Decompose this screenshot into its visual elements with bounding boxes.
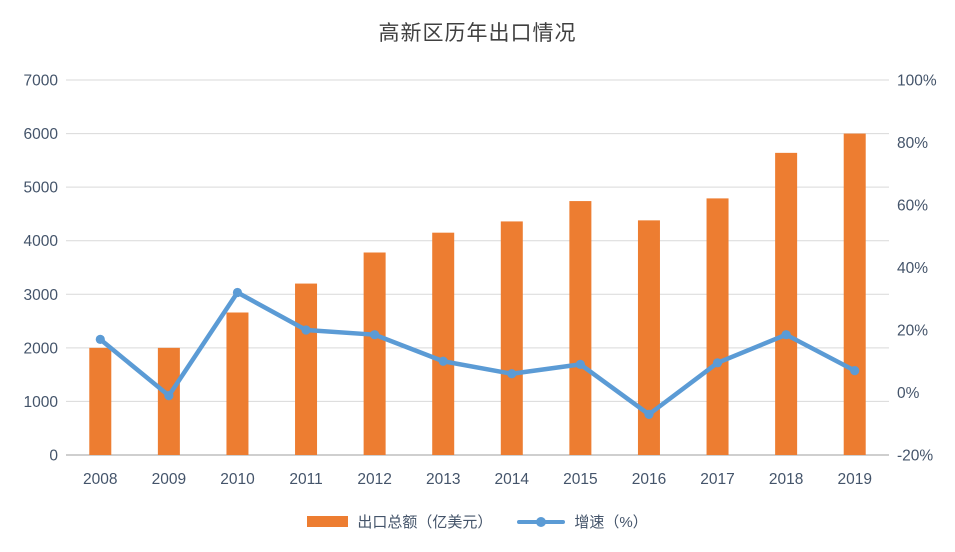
export-total-bar bbox=[843, 133, 866, 456]
x-axis-tick-label: 2019 bbox=[837, 471, 871, 488]
growth-rate-marker bbox=[850, 366, 860, 376]
x-axis-tick-label: 2017 bbox=[700, 471, 734, 488]
left-axis-tick-label: 4000 bbox=[24, 233, 59, 250]
right-axis-tick-label: -20% bbox=[897, 448, 933, 465]
growth-rate-marker bbox=[232, 287, 243, 298]
x-axis-tick-label: 2013 bbox=[426, 471, 460, 488]
legend-bar-swatch-icon bbox=[307, 516, 349, 527]
legend-line-label: 增速（%） bbox=[574, 514, 648, 531]
growth-rate-marker bbox=[95, 334, 105, 344]
x-axis-tick-label: 2015 bbox=[563, 471, 597, 488]
x-axis-tick-label: 2009 bbox=[152, 471, 186, 488]
x-axis-tick-label: 2018 bbox=[769, 471, 803, 488]
x-axis-tick-label: 2011 bbox=[289, 471, 322, 488]
export-total-bar bbox=[295, 283, 318, 455]
right-axis-tick-label: 20% bbox=[897, 323, 928, 340]
x-axis-tick-label: 2010 bbox=[220, 471, 255, 488]
growth-rate-marker bbox=[575, 359, 585, 369]
left-axis-tick-label: 0 bbox=[49, 448, 58, 465]
growth-rate-marker bbox=[644, 409, 654, 419]
left-axis-tick-label: 3000 bbox=[24, 287, 59, 304]
left-axis-tick-label: 5000 bbox=[24, 180, 59, 197]
legend-bar-label: 出口总额（亿美元） bbox=[357, 514, 493, 531]
export-total-bar bbox=[89, 347, 112, 455]
right-axis-tick-label: 80% bbox=[897, 135, 928, 152]
x-axis-tick-label: 2008 bbox=[83, 471, 117, 488]
growth-rate-marker bbox=[164, 391, 174, 401]
growth-rate-marker bbox=[301, 325, 311, 335]
right-axis-tick-label: 100% bbox=[897, 73, 937, 90]
export-total-bar bbox=[432, 232, 455, 455]
left-axis-tick-label: 2000 bbox=[24, 340, 59, 357]
x-axis-tick-label: 2016 bbox=[632, 471, 666, 488]
right-axis-tick-label: 0% bbox=[897, 385, 920, 402]
left-axis-tick-label: 7000 bbox=[24, 73, 59, 90]
legend: 出口总额（亿美元） 增速（%） bbox=[0, 511, 955, 532]
legend-line-marker-icon bbox=[536, 517, 547, 527]
left-axis-tick-label: 6000 bbox=[24, 126, 59, 143]
growth-rate-marker bbox=[438, 356, 448, 366]
export-total-bar bbox=[706, 198, 729, 455]
left-axis-tick-label: 1000 bbox=[24, 394, 59, 411]
growth-rate-line bbox=[98, 290, 857, 417]
right-axis-tick-label: 40% bbox=[897, 260, 928, 277]
export-total-bar bbox=[775, 152, 798, 455]
export-total-bar bbox=[500, 221, 523, 455]
growth-rate-marker bbox=[712, 358, 723, 368]
export-total-bar bbox=[637, 220, 660, 455]
x-axis-tick-label: 2012 bbox=[357, 471, 391, 488]
chart-title: 高新区历年出口情况 bbox=[378, 21, 577, 45]
legend-line-swatch-icon bbox=[517, 516, 566, 527]
export-total-bar bbox=[569, 201, 592, 455]
export-total-bar bbox=[226, 312, 249, 455]
growth-rate-marker bbox=[507, 369, 517, 379]
right-axis-tick-label: 60% bbox=[897, 198, 928, 215]
growth-rate-marker bbox=[781, 330, 791, 340]
export-total-bar bbox=[157, 347, 180, 455]
export-total-bar bbox=[363, 252, 386, 455]
x-axis-tick-label: 2014 bbox=[495, 471, 530, 488]
growth-rate-marker bbox=[370, 330, 380, 340]
